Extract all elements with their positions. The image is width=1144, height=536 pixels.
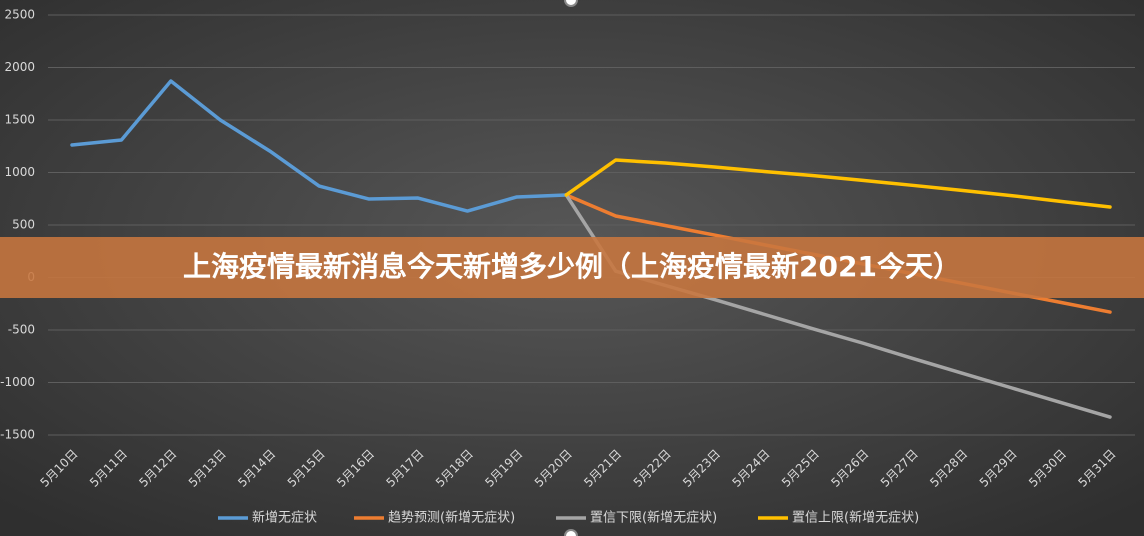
handle	[564, 529, 578, 536]
legend: 新增无症状 趋势预测(新增无症状) 置信下限(新增无症状) 置信上限(新增无症状)	[218, 510, 919, 526]
y-tick-label: -500	[8, 323, 35, 337]
series-line	[70, 79, 569, 213]
y-tick-label: 2000	[4, 60, 35, 74]
y-tick-label: 2500	[4, 8, 35, 22]
y-tick-label: 1500	[4, 113, 35, 127]
legend-label: 新增无症状	[252, 510, 317, 526]
y-tick-label: 500	[12, 218, 35, 232]
handle	[564, 0, 578, 7]
y-tick-label: -1500	[0, 428, 35, 442]
series-line	[564, 158, 1112, 209]
chart-title: 上海疫情最新消息今天新增多少例（上海疫情最新2021今天）	[183, 250, 961, 283]
title-banner	[0, 237, 1144, 298]
legend-label: 置信上限(新增无症状)	[792, 510, 919, 526]
y-tick-label: 1000	[4, 165, 35, 179]
legend-label: 置信下限(新增无症状)	[590, 510, 717, 526]
legend-label: 趋势预测(新增无症状)	[388, 510, 515, 526]
y-tick-label: -1000	[0, 375, 35, 389]
